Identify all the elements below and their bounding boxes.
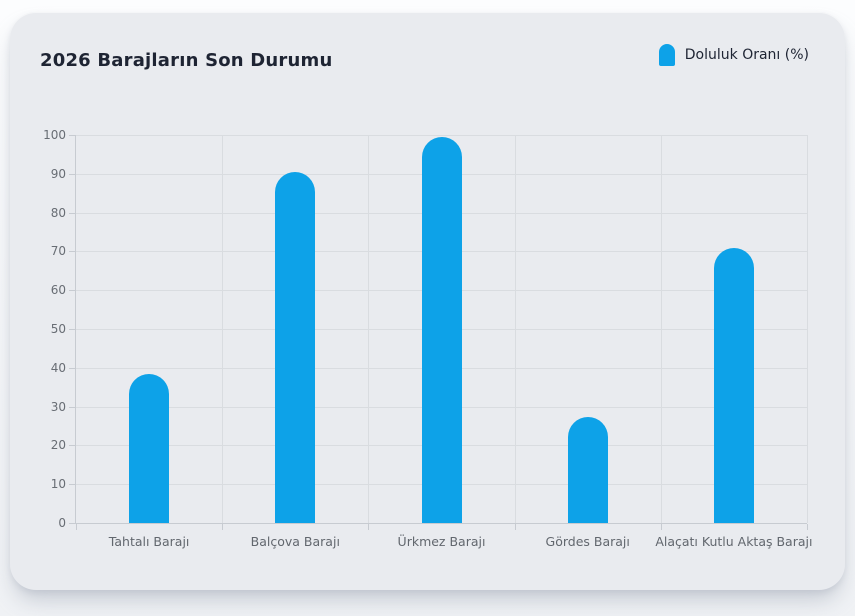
y-axis-label: 40 — [50, 360, 66, 375]
y-axis-label: 80 — [50, 205, 66, 220]
x-axis-tick — [807, 524, 808, 530]
bar-chart-plot-area: 0 10 20 30 40 50 60 70 80 90 100 Tahtalı Barajı Balç… — [43, 128, 812, 549]
chart-bar[interactable] — [713, 247, 754, 523]
legend-swatch-icon — [658, 44, 675, 66]
y-axis-tick — [69, 367, 75, 369]
x-axis-tick — [76, 524, 77, 530]
y-axis-tick — [69, 251, 75, 253]
y-axis-label: 90 — [50, 166, 66, 181]
chart-bar[interactable] — [567, 416, 608, 523]
x-axis-tick — [368, 524, 370, 530]
y-axis-label: 10 — [50, 477, 66, 492]
y-axis-tick — [69, 135, 75, 136]
y-axis-tick — [69, 445, 75, 447]
x-axis-tick — [514, 524, 516, 530]
gridline — [660, 135, 662, 523]
gridline — [222, 135, 224, 523]
chart-card: 2026 Barajların Son Durumu Doluluk Oranı… — [10, 12, 845, 590]
y-axis-label: 0 — [58, 516, 66, 530]
y-axis-tick — [69, 173, 75, 175]
legend-item-doluluk-orani[interactable]: Doluluk Oranı (%) — [658, 44, 809, 66]
y-axis-label: 20 — [50, 438, 66, 453]
chart-bar[interactable] — [129, 373, 170, 523]
chart-bar[interactable] — [275, 171, 316, 523]
y-axis-tick — [69, 212, 75, 214]
x-axis-label: Tahtalı Barajı — [108, 534, 190, 549]
x-axis-tick — [660, 524, 662, 530]
x-axis-label: Gördes Barajı — [545, 534, 630, 549]
y-axis-tick — [69, 329, 75, 330]
gridline — [807, 135, 808, 523]
y-axis-label: 70 — [50, 244, 66, 259]
y-axis-label: 50 — [50, 322, 66, 336]
y-axis-label: 60 — [50, 283, 66, 298]
y-axis-label: 30 — [50, 399, 66, 414]
x-axis-label: Balçova Barajı — [250, 534, 340, 549]
y-axis-tick — [69, 523, 75, 524]
chart-bar[interactable] — [421, 137, 462, 523]
y-axis-label: 100 — [43, 128, 66, 142]
x-axis-label: Alaçatı Kutlu Aktaş Barajı — [655, 534, 813, 549]
gridline — [368, 135, 370, 523]
gridline — [514, 135, 516, 523]
gridline — [76, 135, 807, 136]
legend-label: Doluluk Oranı (%) — [684, 47, 809, 63]
y-axis-tick — [69, 290, 75, 292]
x-axis-label: Ürkmez Barajı — [397, 534, 486, 549]
y-axis-tick — [69, 484, 75, 486]
x-axis-tick — [222, 524, 224, 530]
chart-title: 2026 Barajların Son Durumu — [40, 50, 333, 71]
y-axis-tick — [69, 406, 75, 408]
